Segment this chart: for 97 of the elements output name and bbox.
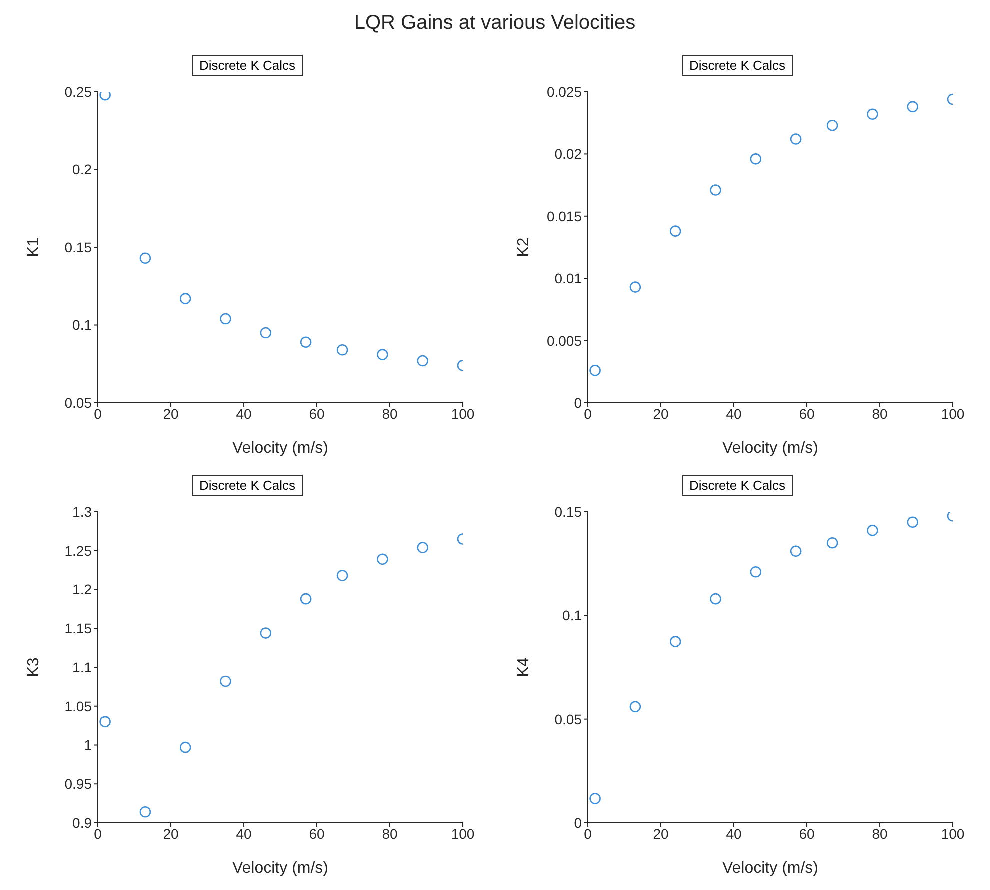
point	[590, 365, 601, 376]
point	[590, 793, 601, 804]
x-tick-label: 40	[236, 406, 252, 422]
y-axis-title: K2	[516, 238, 533, 258]
point	[377, 349, 388, 360]
y-tick-label: 0.005	[546, 332, 582, 349]
y-axis-title: K3	[26, 658, 43, 678]
y-tick-label: 1	[84, 737, 92, 754]
x-tick-label: 100	[451, 826, 475, 842]
x-tick-label: 0	[584, 826, 592, 842]
x-tick-label: 60	[799, 406, 815, 422]
y-tick-label: 0.9	[72, 814, 92, 831]
x-tick-label: 80	[872, 406, 888, 422]
y-tick-label: 1.15	[64, 620, 92, 637]
y-tick-label: 0.15	[64, 239, 92, 256]
text: Discrete K Calcs	[682, 475, 793, 496]
text: Discrete K Calcs	[192, 475, 303, 496]
point	[140, 252, 152, 264]
y-tick-label: 0.02	[554, 146, 582, 162]
x-tick-label: 0	[94, 406, 102, 422]
x-tick-label: 60	[309, 826, 325, 842]
point	[180, 742, 192, 754]
point	[790, 546, 802, 558]
point	[417, 542, 428, 554]
y-tick-label: 0.05	[64, 394, 92, 411]
x-tick-label: 100	[451, 406, 475, 422]
y-tick-label: 0.95	[64, 776, 92, 792]
y-tick-label: 0	[574, 394, 582, 411]
y-tick-label: 0.015	[546, 208, 582, 224]
x-tick-label: 0	[584, 406, 592, 422]
x-axis-title: Velocity (m/s)	[722, 860, 819, 877]
point	[180, 293, 192, 304]
chart-title: LQR Gains at various Velocities	[353, 12, 637, 35]
y-tick-label: 1.1	[72, 659, 92, 676]
point	[336, 570, 348, 582]
point	[710, 593, 722, 605]
x-tick-label: 0	[94, 826, 102, 842]
x-tick-label: 60	[309, 406, 325, 422]
y-tick-label: 1.25	[64, 542, 92, 559]
text: Discrete K Calcs	[192, 55, 303, 76]
point	[100, 716, 111, 728]
x-tick-label: 80	[382, 826, 398, 842]
y-tick-label: 0	[574, 814, 582, 831]
point	[710, 184, 722, 196]
x-axis-title: Velocity (m/s)	[232, 860, 329, 877]
point	[300, 336, 312, 348]
point	[417, 355, 428, 367]
x-axis-title: Velocity (m/s)	[232, 440, 329, 457]
y-axis-title: K1	[26, 238, 43, 258]
x-tick-label: 80	[872, 826, 888, 842]
point	[140, 806, 152, 818]
point	[750, 566, 762, 578]
point	[750, 154, 762, 165]
point	[790, 134, 802, 145]
y-axis-title: K4	[516, 658, 533, 678]
x-tick-label: 20	[163, 406, 179, 422]
x-tick-label: 20	[653, 406, 669, 422]
y-tick-label: 0.01	[554, 270, 582, 287]
point	[826, 120, 838, 132]
x-tick-label: 20	[653, 826, 669, 842]
point	[630, 701, 642, 713]
point	[220, 676, 232, 688]
y-tick-label: 0.2	[72, 162, 92, 178]
text: Discrete K Calcs	[682, 55, 793, 76]
point	[670, 636, 682, 648]
y-tick-label: 0.05	[554, 711, 582, 728]
y-tick-label: 0.1	[72, 317, 92, 334]
y-tick-label: 1.2	[72, 582, 92, 598]
point	[220, 313, 232, 325]
x-tick-label: 80	[382, 406, 398, 422]
y-tick-label: 0.25	[64, 84, 92, 100]
point	[260, 327, 272, 339]
x-axis-title: Velocity (m/s)	[722, 440, 819, 457]
x-tick-label: 60	[799, 826, 815, 842]
point	[907, 516, 918, 528]
point	[867, 525, 878, 536]
x-tick-label: 40	[726, 826, 742, 842]
y-tick-label: 1.3	[72, 504, 92, 520]
point	[630, 282, 642, 293]
y-tick-label: 0.15	[554, 504, 582, 520]
x-tick-label: 40	[236, 826, 252, 842]
x-tick-label: 40	[726, 406, 742, 422]
y-tick-label: 0.025	[546, 84, 582, 100]
x-tick-label: 20	[163, 826, 179, 842]
point	[826, 537, 838, 549]
point	[300, 593, 312, 605]
point	[100, 92, 111, 101]
y-tick-label: 1.05	[64, 698, 92, 714]
point	[670, 226, 682, 237]
x-tick-label: 100	[941, 406, 965, 422]
x-tick-label: 100	[941, 826, 965, 842]
point	[336, 344, 348, 356]
point	[260, 628, 272, 639]
y-tick-label: 0.1	[562, 608, 582, 624]
point	[907, 101, 918, 113]
point	[867, 108, 878, 120]
point	[377, 554, 388, 566]
